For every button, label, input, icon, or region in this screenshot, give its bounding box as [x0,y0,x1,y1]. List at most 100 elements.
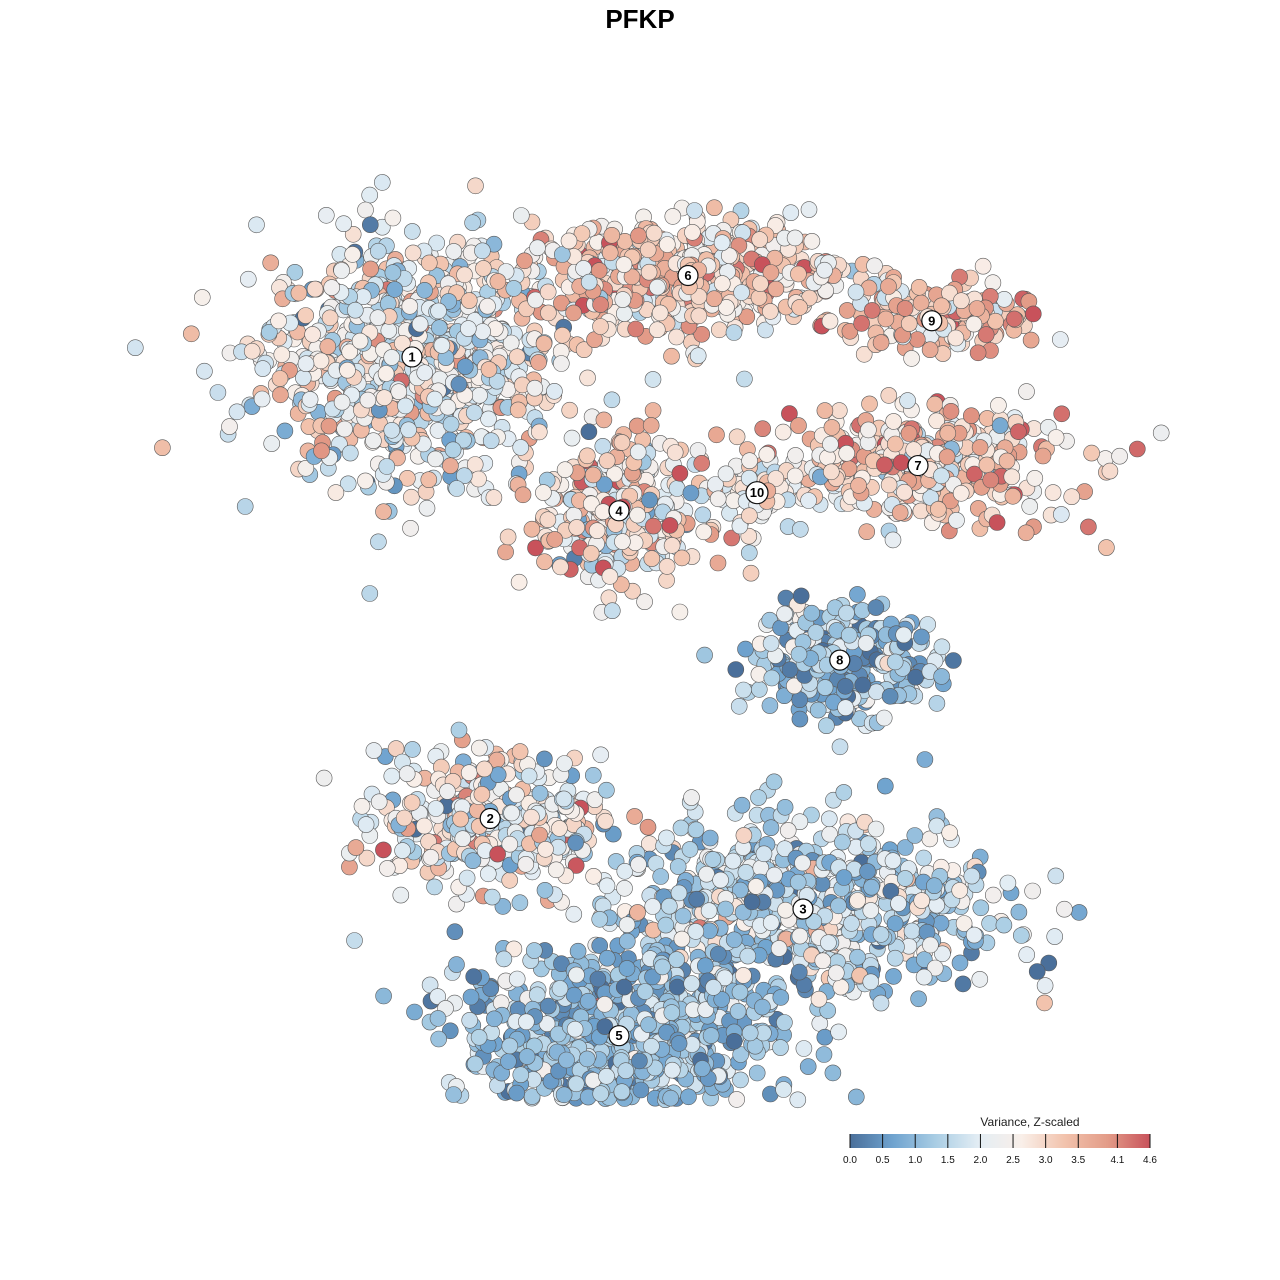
data-point [991,417,1009,434]
data-point [732,1046,750,1063]
data-point [579,992,597,1010]
data-point [671,464,689,482]
data-point [489,273,507,290]
data-point [273,346,291,363]
data-point [790,645,808,663]
data-point [568,966,585,984]
data-point [843,915,860,932]
data-point [938,448,956,466]
data-point [362,260,379,278]
data-point [735,967,752,984]
data-point [398,765,416,783]
data-point [847,283,865,301]
data-point [248,216,265,234]
data-point [297,307,315,324]
data-point [585,867,602,885]
data-point [663,1061,681,1079]
data-point [663,347,680,365]
data-point [618,960,636,977]
data-point [643,1038,660,1055]
data-point [649,278,666,296]
data-point [876,456,893,474]
data-point [830,402,848,419]
data-point [228,403,246,421]
data-point [862,902,880,919]
data-point [999,874,1017,892]
data-point [863,302,881,319]
data-point [373,174,391,191]
data-point [598,781,615,799]
data-point [464,214,481,231]
data-point [1036,977,1054,994]
data-point [626,808,643,825]
data-point [1010,423,1027,441]
data-point [850,477,867,494]
data-point [561,401,579,419]
data-point [565,304,582,322]
data-point [790,963,808,981]
data-point [518,1048,536,1065]
data-point [613,434,631,451]
data-point [441,1022,459,1040]
data-point [758,446,776,463]
data-point [531,826,548,844]
data-point [942,402,960,420]
data-point [860,421,877,439]
data-point [910,990,927,1008]
data-point [995,290,1013,308]
data-point [501,871,519,889]
data-point [765,773,783,791]
data-point [474,323,491,340]
data-point [427,450,444,468]
data-point [430,302,447,320]
data-point [578,1050,596,1068]
data-point [896,483,913,501]
data-point [1063,488,1080,506]
data-point [386,281,404,298]
data-point [926,395,944,413]
data-point [499,528,517,546]
data-point [772,989,790,1006]
data-point [598,1068,615,1085]
data-point [286,263,304,281]
data-point [933,467,950,485]
data-point [503,804,520,822]
data-point [482,432,500,450]
data-point [516,252,533,270]
data-point [1021,498,1038,515]
data-point [426,390,444,408]
data-point [903,922,921,940]
data-point [791,299,808,316]
data-point [709,490,727,508]
data-point [378,860,396,877]
data-point [526,379,544,397]
data-point [470,1029,488,1046]
data-point [357,201,374,219]
data-point [803,604,821,622]
data-point [1046,928,1063,945]
data-point [539,511,557,529]
data-point [823,419,841,436]
data-point [1129,440,1146,458]
data-point [693,325,711,343]
cluster-label-6: 6 [677,264,699,287]
data-point [301,391,319,408]
data-point [683,789,700,806]
data-point [1083,444,1100,462]
data-point [671,603,689,621]
data-point [658,236,676,253]
data-point [952,484,970,502]
data-point [948,511,965,529]
data-point [732,1071,749,1089]
data-point [789,1091,807,1109]
data-point [512,1066,530,1083]
data-point [375,503,392,521]
cluster-label-2: 2 [479,807,501,830]
data-point [933,638,951,656]
data-point [725,931,743,949]
data-point [630,856,647,873]
data-point [791,927,809,945]
data-point [668,951,685,968]
data-point [787,447,804,464]
data-point [236,498,254,515]
